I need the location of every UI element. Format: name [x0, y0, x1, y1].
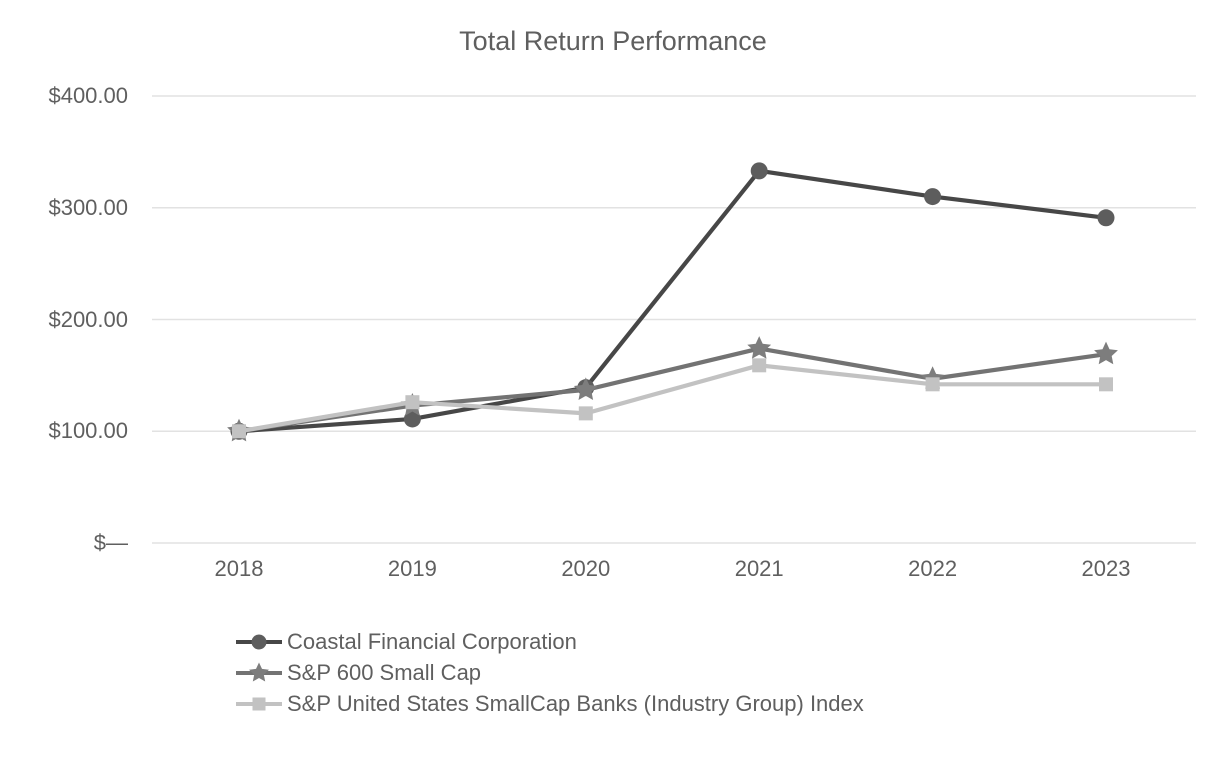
data-point-circle	[924, 188, 942, 206]
y-axis-tick-label: $200.00	[48, 306, 128, 332]
legend-label: Coastal Financial Corporation	[287, 628, 577, 654]
x-axis-tick-label: 2019	[387, 556, 437, 581]
data-point-star	[1094, 341, 1118, 365]
x-axis-tick-label: 2020	[561, 556, 611, 581]
data-point-square	[578, 406, 593, 421]
legend: Coastal Financial Corporation S&P 600 Sm…	[236, 626, 864, 719]
x-axis-tick-label: 2021	[734, 556, 784, 581]
data-point-square	[752, 358, 767, 373]
circle-marker-icon	[236, 634, 282, 649]
data-point-square	[1099, 377, 1113, 392]
data-point-circle	[403, 410, 421, 428]
series-line	[238, 168, 1107, 434]
data-point-star	[747, 336, 772, 359]
legend-item-coastal-financial-corporation: Coastal Financial Corporation	[236, 626, 864, 657]
y-axis-tick-label: $300.00	[48, 194, 128, 220]
x-axis-tick-label: 2022	[908, 556, 958, 581]
data-point-square	[232, 424, 246, 439]
series-line	[238, 363, 1106, 434]
data-point-square	[925, 377, 940, 392]
legend-item-sp-600-small-cap: S&P 600 Small Cap	[236, 657, 864, 688]
x-axis-tick-label: 2018	[214, 556, 264, 581]
y-axis-tick-label: $100.00	[48, 418, 128, 444]
legend-label: S&P United States SmallCap Banks (Indust…	[287, 690, 864, 716]
square-marker-icon	[236, 697, 282, 710]
star-marker-icon	[236, 662, 282, 681]
data-point-star	[573, 377, 598, 400]
data-point-circle	[1097, 209, 1115, 227]
data-point-circle	[750, 162, 768, 180]
y-axis-tick-label: $—	[93, 530, 128, 555]
y-axis-tick-label: $400.00	[48, 83, 128, 108]
chart-title: Total Return Performance	[459, 26, 767, 56]
data-point-square	[405, 395, 420, 410]
x-axis-tick-label: 2023	[1081, 556, 1131, 581]
series-line	[238, 346, 1107, 434]
legend-item-sp-us-smallcap-banks: S&P United States SmallCap Banks (Indust…	[236, 688, 864, 719]
legend-label: S&P 600 Small Cap	[287, 659, 482, 685]
